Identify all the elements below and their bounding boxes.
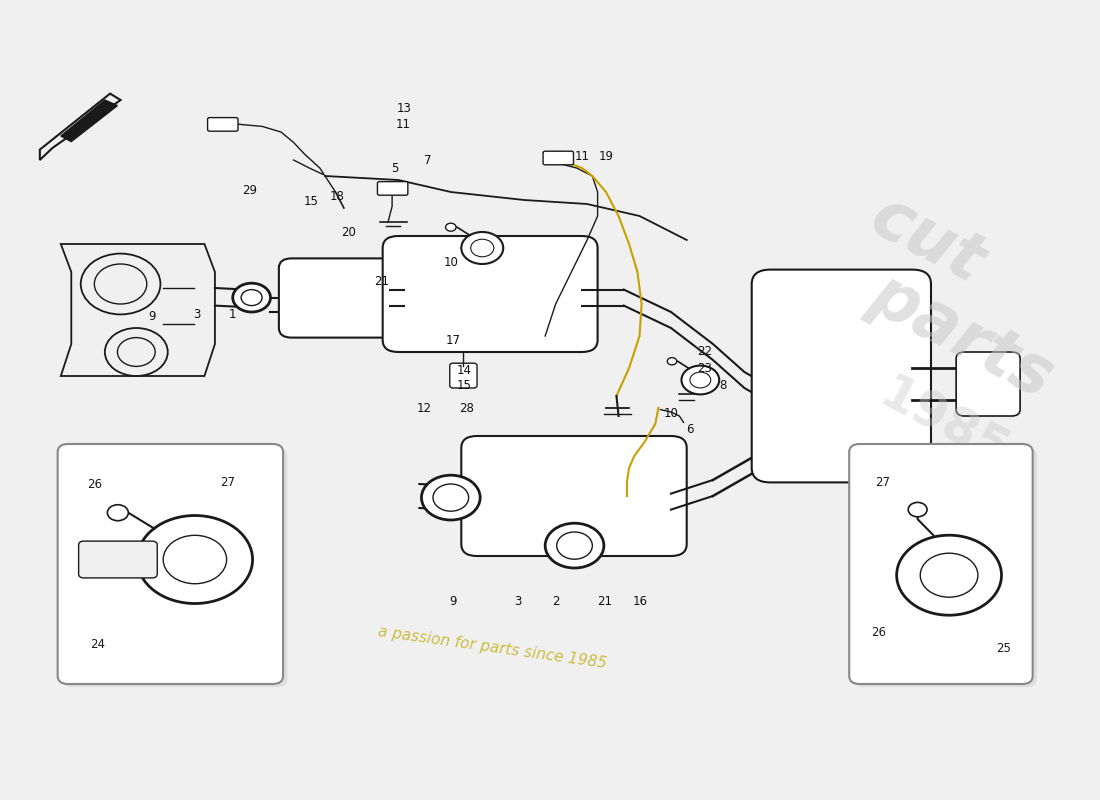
Text: 15: 15: [304, 195, 319, 208]
Text: 27: 27: [876, 476, 890, 489]
Text: 27: 27: [909, 506, 924, 518]
Text: 21: 21: [374, 275, 389, 288]
Text: 11: 11: [396, 118, 411, 130]
Circle shape: [909, 502, 927, 517]
FancyBboxPatch shape: [57, 444, 283, 684]
Text: 26: 26: [878, 558, 892, 570]
Text: 3: 3: [194, 308, 201, 321]
Text: 10: 10: [443, 256, 459, 269]
Text: 17: 17: [446, 334, 461, 346]
Text: 21: 21: [597, 595, 613, 608]
Text: 11: 11: [574, 150, 590, 162]
Circle shape: [461, 232, 503, 264]
Text: 7: 7: [424, 154, 431, 166]
Text: 24: 24: [97, 571, 112, 584]
Text: 5: 5: [392, 162, 399, 174]
Text: cut: cut: [860, 183, 996, 297]
Text: 18: 18: [330, 190, 345, 202]
Text: 8: 8: [719, 379, 727, 392]
FancyBboxPatch shape: [543, 151, 573, 165]
FancyBboxPatch shape: [450, 363, 477, 388]
Text: 26: 26: [871, 626, 887, 638]
Text: 27: 27: [220, 476, 235, 489]
Circle shape: [446, 223, 456, 231]
Text: 13: 13: [396, 102, 411, 114]
FancyBboxPatch shape: [208, 118, 238, 131]
Circle shape: [668, 358, 676, 365]
Circle shape: [233, 283, 271, 312]
Text: 15: 15: [456, 379, 472, 392]
FancyBboxPatch shape: [279, 258, 430, 338]
Text: 1985: 1985: [871, 370, 1016, 478]
Text: a passion for parts since 1985: a passion for parts since 1985: [377, 625, 608, 671]
Text: 2: 2: [552, 595, 560, 608]
Text: 9: 9: [449, 595, 456, 608]
Text: 19: 19: [598, 150, 614, 162]
Text: 3: 3: [514, 595, 521, 608]
FancyBboxPatch shape: [854, 447, 1037, 687]
FancyBboxPatch shape: [383, 236, 597, 352]
Text: 25: 25: [945, 574, 959, 586]
Text: parts: parts: [860, 261, 1065, 411]
Text: 29: 29: [242, 184, 257, 197]
FancyBboxPatch shape: [461, 436, 686, 556]
Text: 26: 26: [87, 478, 102, 490]
Text: 14: 14: [456, 364, 472, 377]
FancyBboxPatch shape: [78, 541, 157, 578]
Circle shape: [421, 475, 481, 520]
Text: 27: 27: [242, 504, 257, 517]
Text: 19: 19: [221, 118, 236, 130]
Text: 23: 23: [697, 362, 712, 374]
FancyBboxPatch shape: [62, 447, 287, 687]
Text: 20: 20: [341, 226, 355, 238]
Text: 16: 16: [634, 595, 648, 608]
Circle shape: [108, 505, 129, 521]
Text: 9: 9: [148, 310, 156, 322]
Polygon shape: [60, 100, 118, 142]
FancyBboxPatch shape: [956, 352, 1020, 416]
Circle shape: [682, 366, 719, 394]
Text: 26: 26: [74, 516, 88, 529]
Circle shape: [546, 523, 604, 568]
Text: 12: 12: [417, 402, 432, 414]
Text: 10: 10: [663, 407, 679, 420]
Text: 28: 28: [459, 402, 474, 414]
FancyBboxPatch shape: [849, 444, 1033, 684]
Text: 1: 1: [229, 308, 236, 321]
FancyBboxPatch shape: [751, 270, 931, 482]
Text: 6: 6: [686, 423, 694, 436]
FancyBboxPatch shape: [377, 182, 408, 195]
Text: 25: 25: [996, 642, 1011, 654]
Text: 13: 13: [551, 150, 566, 162]
Text: 24: 24: [90, 638, 104, 650]
Text: 22: 22: [697, 346, 712, 358]
